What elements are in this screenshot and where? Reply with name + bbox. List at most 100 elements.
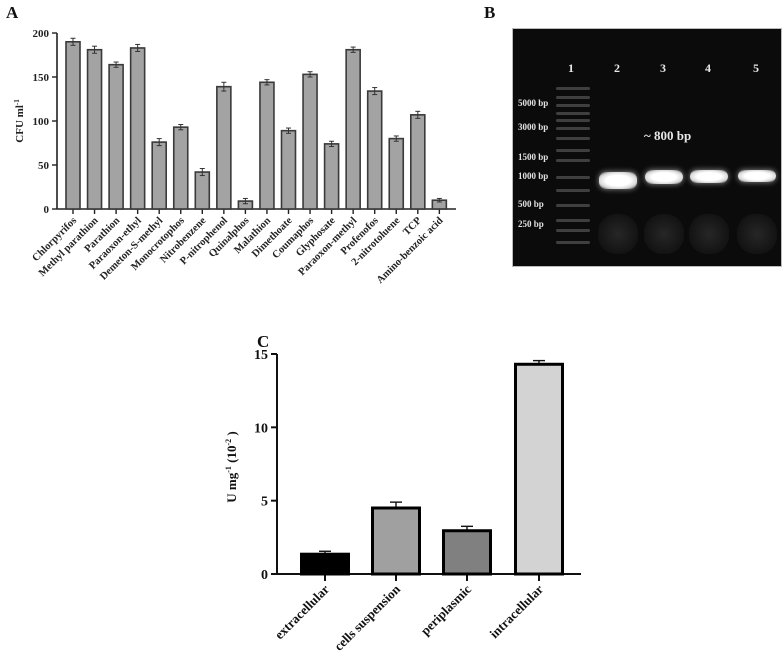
chart-a-y-axis-label: CFU ml-1	[13, 99, 26, 143]
ladder-size-label: 250 bp	[518, 219, 544, 229]
bar-dimethoate	[280, 127, 297, 210]
primer-smear	[598, 214, 638, 254]
dna-band-lane-4	[690, 170, 728, 183]
y-tick-label: 100	[33, 116, 50, 128]
bar-rect	[388, 137, 405, 210]
y-tick-label: 0	[261, 568, 268, 583]
bar-rect	[259, 81, 275, 210]
bar-rect	[345, 48, 361, 210]
lane-label-2: 2	[614, 61, 620, 75]
bar-monocrotophos	[172, 124, 189, 210]
bar-paraoxon-ethyl	[129, 43, 146, 210]
x-tick-label: cells suspension	[331, 581, 404, 654]
dna-band-lane-3	[645, 170, 683, 184]
chart-c-enzyme-activity-bar-chart: C U mg-1 (10-2 ) 0 5 10 15 extracellularcel…	[224, 332, 581, 654]
ladder-band	[556, 112, 590, 115]
bar-cells-suspension	[371, 501, 421, 576]
bar-rect	[172, 126, 189, 210]
ladder-band	[556, 149, 590, 152]
dna-band-lane-5	[738, 170, 776, 182]
bar-rect	[108, 63, 124, 210]
dna-band-lane-2	[599, 172, 637, 189]
primer-smear	[644, 214, 684, 254]
chart-a-axes: 0 50 100 150 200	[33, 28, 456, 216]
ladder-size-label: 1000 bp	[518, 171, 549, 181]
panel-label-a: A	[6, 3, 19, 22]
bar-rect	[65, 40, 81, 210]
chart-c-bars	[300, 359, 564, 576]
ladder-band	[556, 96, 590, 99]
x-tick-label: periplasmic	[418, 581, 475, 638]
bar-rect	[371, 506, 421, 576]
ladder-size-label: 1500 bp	[518, 152, 549, 162]
panel-label-b: B	[484, 3, 496, 22]
chart-a-y-label: CFU ml-1	[13, 99, 26, 143]
panel-label-c: C	[257, 332, 269, 351]
bar-nitrobenzene	[194, 168, 211, 210]
lane-label-5: 5	[753, 61, 759, 75]
bar-rect	[280, 129, 297, 210]
y-tick-label: 10	[254, 421, 268, 436]
bar-quinalphos	[237, 197, 254, 210]
ladder-band	[556, 159, 590, 162]
chart-c-y-axis-label: U mg-1 (10-2 )	[224, 431, 239, 503]
bar-extracellular	[300, 550, 350, 576]
bar-rect	[366, 90, 383, 210]
ladder-size-label: 3000 bp	[518, 122, 549, 132]
ladder-band	[556, 127, 590, 130]
bar-rect	[129, 47, 146, 210]
bar-glyphosate	[323, 140, 340, 210]
x-tick-label: extracellular	[271, 581, 332, 642]
x-tick-label: intracellular	[486, 581, 546, 641]
ladder-band	[556, 189, 590, 192]
ladder-band	[556, 241, 590, 244]
bar-malathion	[259, 79, 275, 210]
ladder-band	[556, 219, 590, 222]
bar-demeton-s-methyl	[151, 138, 167, 210]
bar-intracellular	[514, 359, 564, 576]
product-size-annotation: ~ 800 bp	[644, 128, 692, 143]
ladder-band	[556, 119, 590, 122]
ladder-size-label: 500 bp	[518, 199, 544, 209]
bar-amino-benzoic-acid	[431, 197, 448, 210]
ladder-band	[556, 204, 590, 207]
y-tick-label: 150	[33, 72, 50, 84]
bar-rect	[86, 48, 103, 210]
bar-rect	[442, 529, 492, 576]
bar-rect	[323, 143, 340, 210]
y-tick-label: 200	[33, 28, 50, 40]
bar-chlorpyrifos	[65, 37, 81, 210]
bar-rect	[514, 362, 564, 576]
bar-profenofos	[366, 87, 383, 210]
bar-rect	[216, 85, 232, 210]
primer-smear	[689, 214, 729, 254]
bar-rect	[302, 73, 318, 210]
ladder-band	[556, 176, 590, 179]
y-tick-label: 50	[38, 160, 50, 172]
ladder-band	[556, 229, 590, 232]
lane-label-4: 4	[705, 61, 711, 75]
y-tick-label: 5	[261, 495, 268, 510]
bar-tcp	[409, 110, 426, 210]
bar-parathion	[108, 61, 124, 210]
bar-periplasmic	[442, 525, 492, 576]
bar-rect	[151, 141, 167, 210]
ladder-band	[556, 137, 590, 140]
bar-p-nitrophenol	[216, 81, 232, 210]
y-tick-label: 15	[254, 348, 268, 363]
bar-methyl-parathion	[86, 45, 103, 210]
y-tick-label: 0	[44, 204, 50, 216]
bar-coumaphos	[302, 71, 318, 210]
bar-rect	[409, 114, 426, 210]
bar-paraoxon-methyl	[345, 46, 361, 210]
chart-a-bars	[65, 37, 448, 210]
primer-smear	[737, 214, 777, 254]
ladder-band	[556, 87, 590, 90]
bar-2-nitrotoluene	[388, 135, 405, 210]
ladder-band	[556, 104, 590, 107]
bar-rect	[300, 552, 350, 576]
chart-a-cfu-bar-chart: CFU ml-1 0 50 100 150 200 ChlorpyrifosMethyl…	[13, 28, 456, 286]
lane-label-1: 1	[568, 61, 574, 75]
